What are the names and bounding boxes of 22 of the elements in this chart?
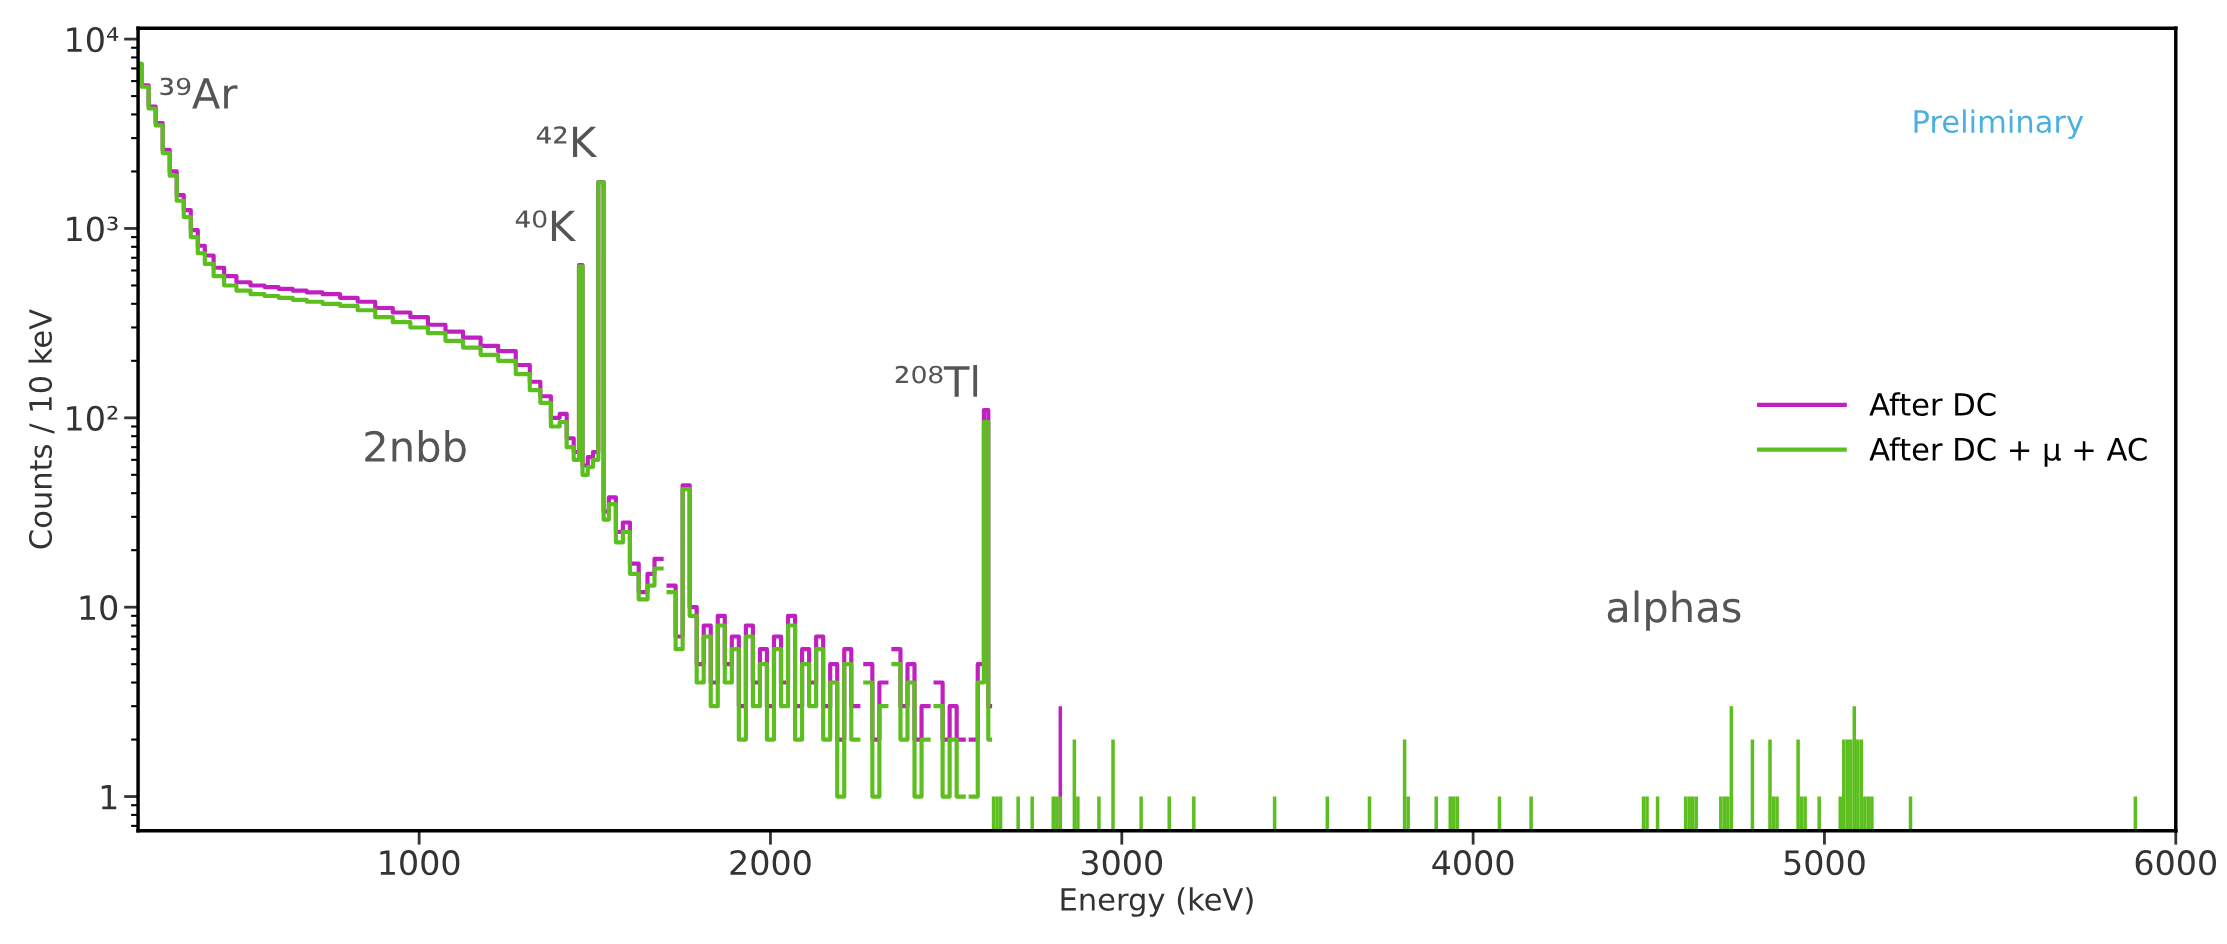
y-tick-label: 10 — [80, 595, 118, 621]
x-tick-label: 6000 — [2135, 850, 2216, 876]
x-axis-title: Energy (keV) — [1061, 887, 1253, 917]
x-tick-label: 3000 — [1081, 850, 1162, 876]
x-tick-label: 1000 — [380, 850, 460, 876]
y-tick-label: 10² — [67, 405, 118, 431]
y-tick-label: 10³ — [67, 216, 118, 242]
x-tick-label: 4000 — [1432, 850, 1514, 876]
y-tick-label: 1 — [101, 784, 117, 810]
x-tick-label: 5000 — [1784, 850, 1865, 876]
x-tick-label: 2000 — [730, 850, 811, 876]
annotation: ⁴²K — [536, 126, 598, 158]
y-axis-title: Counts / 10 keV — [28, 309, 55, 549]
y-tick-label: 10⁴ — [67, 27, 119, 53]
annotation: alphas — [1607, 590, 1741, 631]
annotation: Preliminary — [1914, 109, 2084, 139]
annotation: ³⁹Ar — [160, 77, 238, 109]
legend-label: After DC — [1869, 392, 1996, 416]
annotation: 2nbb — [365, 429, 466, 463]
legend-label: After DC + μ + AC — [1869, 437, 2147, 467]
annotation: ²⁰⁸Tl — [895, 365, 978, 397]
annotation: ⁴⁰K — [515, 210, 577, 242]
